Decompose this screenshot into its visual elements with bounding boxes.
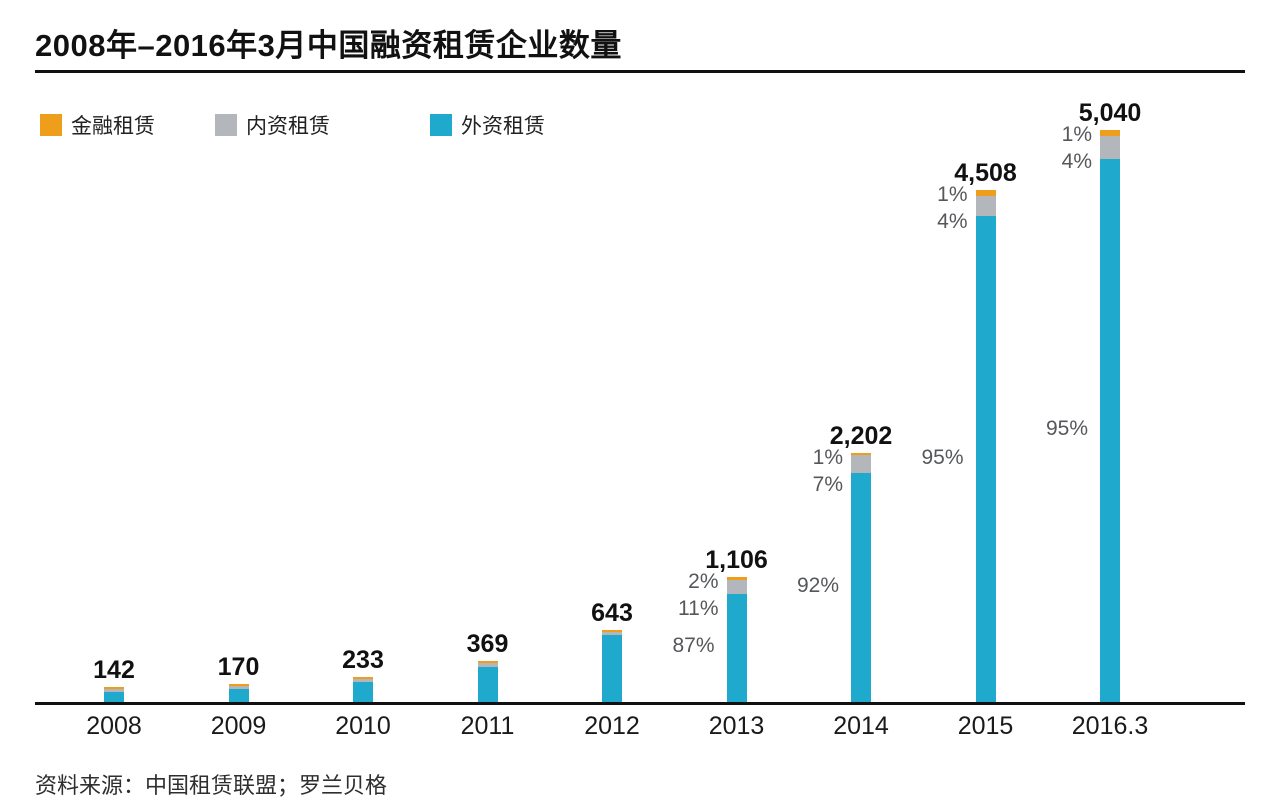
bar-pct-finance-domestic: 2% 11% [678,570,719,621]
legend-swatch-foreign-icon [430,114,452,136]
bar-segment-domestic [1100,135,1120,159]
legend-item-domestic: 内资租赁 [215,110,330,140]
legend-swatch-domestic-icon [215,114,237,136]
bar-total-label: 233 [342,645,384,674]
bar-segment-finance [602,629,622,632]
bar-segment-domestic [104,688,124,693]
bar-total-label: 369 [466,630,509,659]
x-axis-tick-label: 2012 [584,712,640,740]
bar-segment-domestic [726,579,747,594]
bar-segment-finance [726,577,747,580]
legend-label-foreign: 外资租赁 [461,115,545,138]
title-divider [35,70,1245,73]
bar-segment-domestic [353,678,373,682]
bar-total-label: 2,202 [829,421,893,450]
bar-pct-finance-domestic: 1% 4% [937,183,968,234]
legend-item-finance: 金融租赁 [40,110,155,140]
x-axis-tick-label: 2014 [833,712,889,740]
legend-item-foreign: 外资租赁 [430,110,545,140]
bar-segment-foreign [477,666,498,703]
bar-segment-domestic [975,195,996,217]
bar-segment-foreign [353,682,373,703]
bar-segment-domestic [851,455,871,473]
bar-segment-domestic [228,685,249,690]
legend-label-domestic: 内资租赁 [246,115,330,138]
chart-title: 2008年–2016年3月中国融资租赁企业数量 [35,28,622,63]
bar-segment-finance [851,452,871,456]
bar-pct-foreign: 87% [672,634,715,658]
bar-pct-foreign: 95% [1045,416,1088,440]
x-axis-tick-label: 2013 [708,712,765,740]
bar-segment-foreign [726,593,747,703]
bar-pct-foreign: 95% [921,445,964,469]
bar-segment-finance [1100,130,1120,136]
bar-segment-foreign [851,472,871,703]
bar-pct-finance-domestic: 1% 4% [1061,123,1092,173]
bar-total-label: 4,508 [954,159,1017,188]
x-axis-tick-label: 2008 [86,712,142,740]
legend-swatch-finance-icon [40,114,62,136]
bar-segment-domestic [602,631,622,636]
bar-total-label: 142 [93,655,135,684]
bar-segment-foreign [1100,158,1120,703]
x-axis-tick-label: 2016.3 [1071,712,1149,740]
bar-segment-finance [477,661,498,664]
bar-segment-domestic [477,663,498,667]
bar-pct-finance-domestic: 1% 7% [812,445,843,496]
bar-total-label: 170 [217,652,260,681]
bar-segment-finance [228,683,249,686]
bar-total-label: 5,040 [1078,99,1142,127]
x-axis-tick-label: 2010 [335,712,391,740]
x-axis-tick-label: 2011 [460,712,515,740]
legend-label-finance: 金融租赁 [71,115,155,138]
x-axis-line [35,702,1245,705]
bar-segment-foreign [602,635,622,703]
bar-segment-finance [104,686,124,689]
bar-segment-foreign [975,216,996,703]
bar-pct-foreign: 92% [796,573,839,597]
source-note: 资料来源：中国租赁联盟；罗兰贝格 [35,773,388,798]
bar-total-label: 1,106 [705,546,768,575]
x-axis-tick-label: 2015 [957,712,1014,740]
bar-total-label: 643 [591,598,633,627]
bar-segment-foreign [228,689,249,703]
bar-segment-finance [353,676,373,679]
x-axis-tick-label: 2009 [210,712,267,740]
bar-segment-foreign [104,692,124,703]
bar-segment-finance [975,190,996,196]
